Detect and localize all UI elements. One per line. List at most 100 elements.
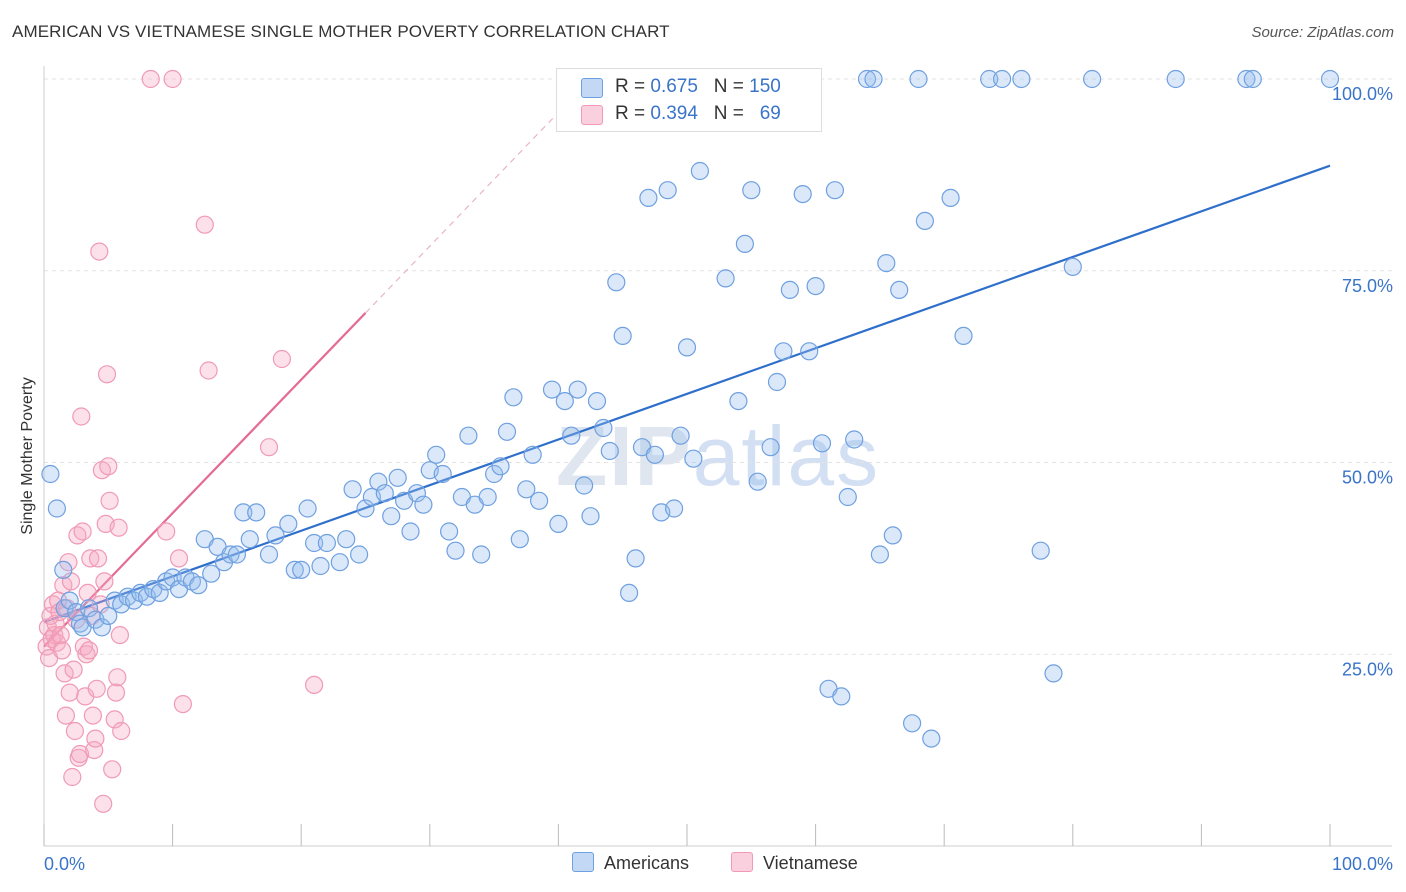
vietnamese-point (78, 583, 97, 603)
american-point (41, 464, 60, 484)
american-point (92, 618, 112, 637)
vietnamese-point (90, 242, 109, 261)
american-point (427, 445, 446, 464)
vietnamese-point (105, 710, 124, 729)
american-point (285, 560, 304, 580)
american-point (574, 476, 594, 495)
vietnamese-point (88, 549, 108, 568)
y-tick-label: 75.0% (1342, 276, 1393, 296)
american-point (247, 503, 266, 522)
american-point (825, 181, 845, 200)
vietnamese-point (173, 694, 192, 714)
american-point (658, 181, 677, 200)
american-point (954, 326, 973, 345)
american-point (870, 545, 890, 564)
american-point (491, 457, 510, 476)
american-point (54, 560, 73, 580)
american-point (883, 526, 902, 545)
american-point (1082, 69, 1102, 89)
american-point (298, 499, 317, 518)
american-point (562, 426, 581, 445)
american-point (542, 380, 562, 399)
american-point (812, 434, 832, 453)
american-point (99, 606, 118, 626)
american-point (79, 599, 99, 618)
american-point (440, 522, 459, 541)
american-point (414, 495, 433, 514)
american-point (845, 430, 864, 449)
vietnamese-point (259, 438, 279, 457)
american-point (581, 507, 600, 526)
american-point (356, 499, 375, 518)
american-point (478, 487, 497, 507)
vietnamese-point (56, 706, 76, 725)
vietnamese-point (83, 706, 103, 725)
american-point (1031, 541, 1050, 560)
american-point (677, 338, 697, 357)
american-point (555, 392, 574, 411)
american-point (748, 472, 767, 491)
vietnamese-point (79, 641, 99, 660)
legend-item-vietnamese[interactable]: Vietnamese (731, 852, 858, 874)
american-point (202, 564, 221, 583)
vietnamese-n-value: 69 (759, 103, 781, 124)
american-point (877, 254, 896, 273)
american-point (523, 445, 542, 464)
american-point (735, 234, 755, 253)
american-point (259, 545, 279, 564)
american-point (832, 687, 851, 706)
americans-r-label: R = (615, 76, 646, 97)
vietnamese-point (73, 522, 92, 541)
vietnamese-legend-label: Vietnamese (763, 853, 858, 873)
vietnamese-point (305, 675, 324, 695)
american-point (587, 392, 607, 411)
american-point (150, 583, 169, 603)
american-point (600, 441, 619, 461)
american-point (163, 568, 182, 587)
american-point (292, 560, 311, 580)
vietnamese-n-label: N = (713, 103, 744, 124)
y-tick-label: 100.0% (1332, 84, 1393, 104)
american-point (459, 426, 478, 445)
american-point (645, 445, 665, 464)
vietnamese-point (141, 69, 160, 89)
vietnamese-point (94, 794, 113, 813)
vietnamese-point (199, 361, 218, 380)
american-point (497, 422, 517, 441)
vietnamese-point (112, 721, 131, 741)
x-tick-label: 0.0% (44, 854, 85, 874)
vietnamese-point (70, 744, 90, 764)
legend-item-americans[interactable]: Americans (572, 852, 689, 874)
vietnamese-point (108, 668, 127, 687)
x-tick-label: 100.0% (1332, 854, 1393, 874)
american-point (317, 533, 336, 553)
vietnamese-point (163, 69, 182, 89)
vietnamese-point (81, 549, 100, 568)
american-point (47, 499, 67, 518)
american-point (857, 69, 877, 89)
american-point (613, 326, 632, 345)
american-point (568, 380, 587, 399)
american-point (446, 541, 465, 560)
stats-legend: R = 0.675 N = 150 R = 0.394 N = 69 (556, 68, 822, 132)
american-point (529, 491, 549, 510)
american-point (690, 161, 710, 181)
american-point (350, 545, 369, 564)
american-point (671, 426, 690, 445)
vietnamese-trendline-extension (365, 105, 566, 314)
american-point (793, 185, 812, 204)
american-point (388, 468, 407, 487)
american-point (60, 591, 79, 610)
american-point (504, 388, 523, 407)
vietnamese-point (272, 349, 291, 369)
american-point (1166, 69, 1185, 89)
vietnamese-point (72, 407, 91, 426)
american-point (472, 545, 491, 564)
americans-legend-label: Americans (604, 853, 690, 873)
american-point (684, 449, 703, 468)
american-point (774, 342, 793, 361)
american-point (401, 522, 420, 541)
american-point (517, 480, 536, 499)
american-point (305, 533, 324, 553)
vietnamese-r-value: 0.394 (650, 103, 698, 124)
